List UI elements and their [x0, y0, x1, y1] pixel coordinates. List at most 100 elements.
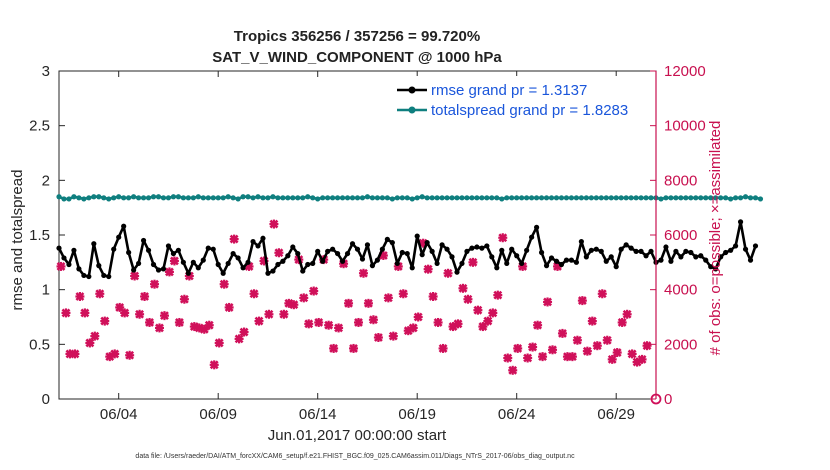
series-point [563, 195, 570, 201]
series-point [548, 195, 555, 201]
obs-assimilated-marker [453, 319, 463, 329]
series-point [563, 257, 570, 263]
plot-area [58, 70, 657, 400]
series-point [235, 196, 241, 202]
series-point [693, 195, 699, 201]
series-point [240, 194, 246, 200]
series-point [96, 194, 102, 200]
obs-assimilated-marker [314, 317, 324, 327]
series-point [190, 259, 196, 265]
series-point [747, 257, 754, 263]
series-point [464, 248, 470, 254]
series-point [474, 195, 480, 201]
series-point [434, 195, 440, 201]
series-point [66, 196, 72, 202]
x-tick-label: 06/19 [398, 406, 436, 423]
series-point [96, 263, 102, 269]
series-point [469, 195, 475, 201]
series-point [514, 195, 520, 201]
series-point [404, 195, 410, 201]
series-point [394, 260, 400, 267]
series-point [250, 238, 256, 245]
series-point [693, 254, 699, 260]
series-point [504, 195, 510, 201]
obs-assimilated-marker [607, 354, 617, 364]
obs-assimilated-marker [269, 219, 279, 229]
series-point [126, 249, 132, 256]
obs-assimilated-marker [169, 256, 179, 266]
series-point [56, 194, 62, 200]
series-point [504, 260, 510, 267]
obs-assimilated-marker [219, 279, 229, 289]
legend-box [392, 76, 642, 122]
series-point [165, 195, 172, 201]
obs-assimilated-marker [85, 338, 95, 348]
series-point [529, 195, 535, 201]
series-point [573, 195, 580, 201]
series-point [121, 223, 127, 229]
series-point [509, 246, 515, 252]
series-point [668, 258, 674, 264]
series-point [708, 264, 714, 270]
series-point [698, 195, 704, 201]
obs-assimilated-marker [592, 341, 602, 351]
y-tick-label: 3 [42, 63, 50, 80]
series-point [524, 195, 530, 201]
series-group [56, 194, 764, 202]
obs-assimilated-marker [56, 261, 66, 271]
series-point [593, 195, 599, 201]
series-point [479, 195, 485, 201]
series-point [260, 235, 266, 241]
obs-assimilated-marker [468, 257, 478, 267]
series-point [618, 195, 624, 201]
series-point [668, 195, 674, 201]
series-point [593, 246, 599, 252]
series-point [409, 265, 415, 271]
chart-title: Tropics 356256 / 357256 = 99.720% [234, 28, 480, 45]
obs-assimilated-marker [358, 268, 368, 278]
obs-assimilated-marker [438, 343, 448, 353]
obs-assimilated-marker [334, 323, 344, 333]
series-point [150, 194, 157, 200]
obs-assimilated-marker [125, 350, 135, 360]
series-point [305, 194, 311, 200]
series-point [175, 194, 181, 200]
series-point [673, 248, 679, 254]
series-point [553, 195, 560, 201]
obs-assimilated-marker [304, 319, 314, 329]
series-point [648, 195, 654, 201]
series-point [175, 247, 181, 253]
obs-assimilated-marker [120, 308, 130, 318]
series-point [81, 272, 87, 279]
series-point [663, 244, 669, 250]
series-point [300, 195, 306, 201]
series-point [145, 247, 152, 253]
obs-assimilated-marker [264, 309, 274, 319]
series-point [553, 258, 560, 264]
series-point [643, 253, 649, 259]
obs-assimilated-marker [324, 320, 334, 330]
series-point [588, 247, 594, 253]
obs-assimilated-marker [557, 328, 567, 338]
series-point [374, 195, 380, 201]
series-point [747, 195, 754, 201]
series-point [121, 195, 127, 201]
series-point [215, 195, 221, 201]
series-layer [56, 194, 764, 280]
series-point [275, 195, 281, 201]
series-point [543, 195, 550, 201]
obs-assimilated-marker [383, 293, 393, 303]
series-point [638, 195, 644, 201]
series-point [335, 195, 341, 201]
series-point [315, 196, 321, 202]
series-point [733, 195, 739, 201]
obs-assimilated-marker [627, 349, 637, 359]
series-point [136, 195, 142, 201]
series-point [608, 195, 614, 201]
obs-assimilated-marker [523, 353, 533, 363]
series-point [454, 195, 460, 201]
series-point [703, 257, 709, 263]
series-point [86, 195, 92, 201]
series-point [349, 241, 356, 247]
